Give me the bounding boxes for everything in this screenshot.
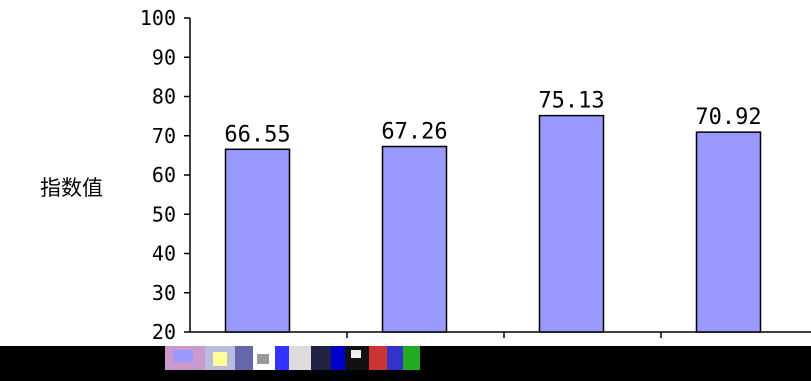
bar bbox=[381, 145, 448, 333]
data-label: 75.13 bbox=[538, 89, 604, 114]
bar bbox=[538, 114, 605, 333]
y-tick-label: 50 bbox=[152, 202, 176, 226]
y-tick-label: 100 bbox=[140, 6, 176, 30]
y-tick-label: 40 bbox=[152, 242, 176, 266]
bar bbox=[695, 131, 762, 333]
y-axis: 20 30 40 50 60 70 80 90 100 bbox=[140, 6, 191, 344]
y-tick-label: 90 bbox=[152, 45, 176, 69]
y-tick-label: 60 bbox=[152, 163, 176, 187]
y-axis-title: 指数值 bbox=[40, 176, 103, 200]
data-label: 66.55 bbox=[224, 122, 290, 147]
y-tick-label: 30 bbox=[152, 281, 176, 305]
pixel-noise-artifact bbox=[165, 346, 420, 370]
data-label: 67.26 bbox=[381, 120, 447, 145]
bar bbox=[224, 148, 291, 333]
y-tick-label: 20 bbox=[152, 320, 176, 344]
y-tick-label: 70 bbox=[152, 124, 176, 148]
bars bbox=[224, 114, 762, 333]
data-label: 70.92 bbox=[695, 105, 761, 130]
y-tick-label: 80 bbox=[152, 85, 176, 109]
x-axis bbox=[190, 331, 811, 338]
data-labels: 66.55 67.26 75.13 70.92 bbox=[224, 89, 761, 148]
